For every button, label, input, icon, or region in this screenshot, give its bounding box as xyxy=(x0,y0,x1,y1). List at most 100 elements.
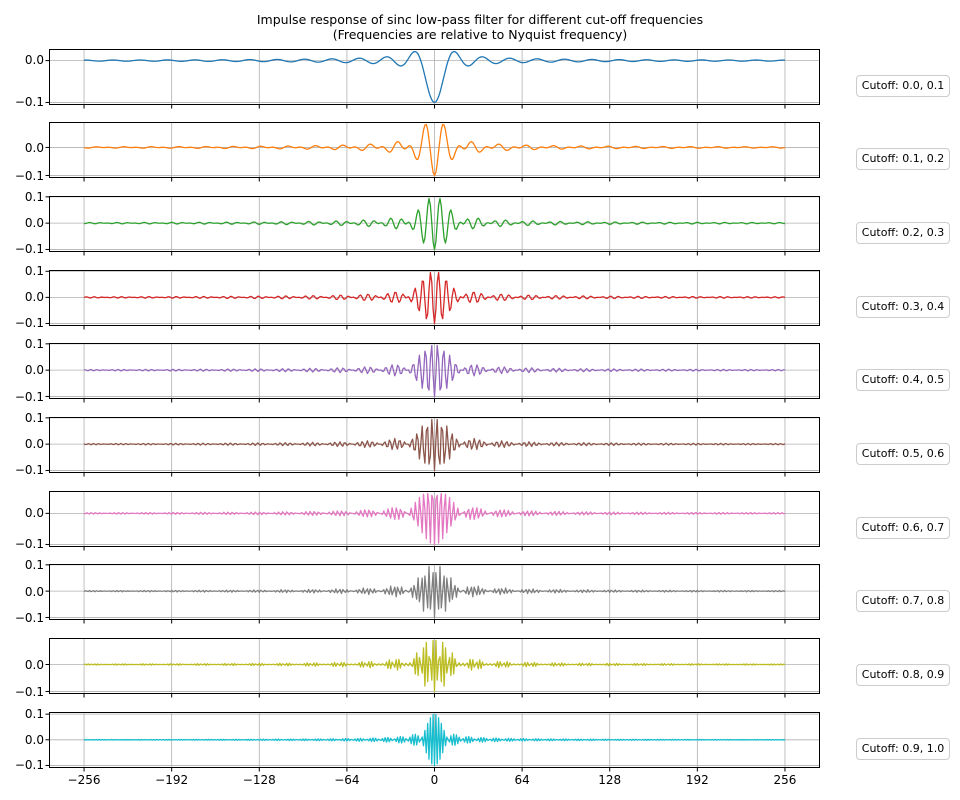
axes-frame xyxy=(49,195,820,252)
impulse-response-plot xyxy=(45,711,820,772)
subplot-1 xyxy=(45,48,820,108)
axes-frame xyxy=(49,711,820,768)
y-tick-label: 0.0 xyxy=(24,53,44,68)
cutoff-label: Cutoff: 0.5, 0.6 xyxy=(856,443,950,465)
impulse-response-line xyxy=(83,345,786,398)
axes-frame xyxy=(49,490,820,547)
cutoff-label: Cutoff: 0.3, 0.4 xyxy=(856,295,950,318)
axes-frame xyxy=(49,122,820,179)
y-tick-label: 0.0 xyxy=(24,732,44,747)
subplot-9 xyxy=(45,638,820,698)
subplot-10 xyxy=(45,711,820,772)
x-tick-label: 128 xyxy=(598,773,622,787)
impulse-response-plot xyxy=(45,490,820,551)
figure-title: Impulse response of sinc low-pass filter… xyxy=(0,12,960,42)
y-tick-label: 0.0 xyxy=(24,140,44,155)
impulse-response-line xyxy=(83,713,786,766)
y-tick-label: 0.1 xyxy=(24,558,44,573)
axes-frame xyxy=(49,343,820,400)
impulse-response-plot xyxy=(45,417,820,477)
axes-frame xyxy=(49,269,820,326)
x-tick-label: −128 xyxy=(242,773,276,787)
impulse-response-line xyxy=(83,124,786,177)
y-tick-label: 0.0 xyxy=(24,363,44,378)
y-tick-label: −0.1 xyxy=(14,316,44,331)
impulse-response-line xyxy=(83,271,786,324)
axes-frame xyxy=(49,417,820,473)
tick-marks xyxy=(45,147,786,182)
cutoff-label: Cutoff: 0.8, 0.9 xyxy=(856,664,950,687)
impulse-response-plot xyxy=(45,343,820,403)
impulse-response-plot xyxy=(45,269,820,330)
tick-marks xyxy=(45,564,786,624)
y-tick-label: −0.1 xyxy=(14,242,44,257)
y-tick-label: 0.1 xyxy=(24,706,44,721)
impulse-response-plot xyxy=(45,564,820,624)
y-tick-label: −0.1 xyxy=(14,389,44,404)
impulse-response-line xyxy=(83,566,786,619)
x-tick-label: −256 xyxy=(67,773,101,787)
tick-marks xyxy=(45,270,786,330)
y-tick-label: 0.0 xyxy=(24,216,44,231)
impulse-response-line xyxy=(83,418,786,472)
subplot-4 xyxy=(45,269,820,330)
cutoff-label: Cutoff: 0.6, 0.7 xyxy=(856,516,950,539)
y-tick-label: −0.1 xyxy=(14,610,44,625)
impulse-response-line xyxy=(83,50,786,103)
subplot-6 xyxy=(45,417,820,477)
cutoff-label: Cutoff: 0.1, 0.2 xyxy=(856,148,950,171)
subplot-2 xyxy=(45,122,820,182)
y-tick-label: −0.1 xyxy=(14,758,44,773)
y-tick-label: −0.1 xyxy=(14,94,44,109)
tick-marks xyxy=(45,664,786,698)
x-tick-label: −64 xyxy=(334,773,360,787)
x-tick-label: 0 xyxy=(430,773,439,787)
impulse-response-plot xyxy=(45,122,820,182)
title-line-1: Impulse response of sinc low-pass filter… xyxy=(256,12,704,27)
impulse-response-plot xyxy=(45,48,820,108)
y-tick-label: 0.0 xyxy=(24,437,44,452)
x-tick-label: −192 xyxy=(155,773,189,787)
tick-marks xyxy=(45,196,786,256)
y-tick-label: 0.1 xyxy=(24,337,44,352)
tick-marks xyxy=(45,343,786,403)
y-tick-label: 0.0 xyxy=(24,657,44,672)
impulse-response-line xyxy=(83,197,786,250)
y-tick-label: 0.1 xyxy=(24,263,44,278)
axes-frame xyxy=(49,564,820,621)
grid-lines xyxy=(49,48,820,105)
tick-marks xyxy=(45,59,786,108)
impulse-response-plot xyxy=(45,195,820,256)
impulse-response-plot xyxy=(45,638,820,698)
title-line-2: (Frequencies are relative to Nyquist fre… xyxy=(332,27,628,42)
tick-marks xyxy=(45,512,786,551)
y-tick-label: 0.0 xyxy=(24,289,44,304)
cutoff-label: Cutoff: 0.0, 0.1 xyxy=(856,74,950,97)
impulse-response-line xyxy=(83,639,786,693)
subplot-8 xyxy=(45,564,820,624)
y-tick-label: 0.0 xyxy=(24,584,44,599)
subplot-7 xyxy=(45,490,820,551)
x-tick-label: 256 xyxy=(773,773,797,787)
y-tick-label: 0.0 xyxy=(24,506,44,521)
impulse-response-line xyxy=(83,492,786,545)
tick-marks xyxy=(45,713,786,772)
y-tick-label: 0.1 xyxy=(24,189,44,204)
grid-lines xyxy=(49,122,820,179)
y-tick-label: −0.1 xyxy=(14,684,44,699)
tick-marks xyxy=(45,417,786,477)
cutoff-label: Cutoff: 0.9, 1.0 xyxy=(856,737,950,760)
x-tick-label: 192 xyxy=(685,773,709,787)
x-tick-label: 64 xyxy=(514,773,530,787)
y-tick-label: −0.1 xyxy=(14,537,44,552)
y-tick-label: 0.1 xyxy=(24,410,44,425)
y-tick-label: −0.1 xyxy=(14,463,44,478)
subplot-5 xyxy=(45,343,820,403)
axes-frame xyxy=(49,48,820,105)
cutoff-label: Cutoff: 0.7, 0.8 xyxy=(856,590,950,613)
axes-frame xyxy=(49,638,820,695)
y-tick-label: −0.1 xyxy=(14,168,44,183)
cutoff-label: Cutoff: 0.4, 0.5 xyxy=(856,369,950,392)
cutoff-label: Cutoff: 0.2, 0.3 xyxy=(856,221,950,244)
